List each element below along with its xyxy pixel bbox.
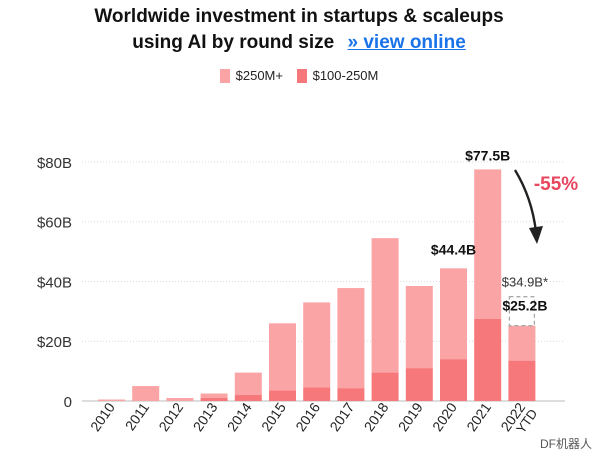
bar-250m-plus: [132, 386, 160, 401]
bar-100-250m: [508, 360, 536, 401]
y-tick-label: $20B: [37, 334, 72, 351]
bar-100-250m: [337, 388, 365, 401]
y-tick-label: $80B: [37, 155, 72, 172]
bar-250m-plus: [200, 393, 228, 399]
legend-swatch-100-250m: [296, 68, 307, 83]
bar-250m-plus: [234, 372, 262, 396]
legend-label-100-250m: $100-250M: [312, 68, 379, 83]
projected-box-2022: [508, 296, 536, 327]
y-tick-label: $60B: [37, 215, 72, 232]
x-tick-label: 2010: [87, 399, 118, 434]
legend-swatch-250m: [219, 68, 230, 83]
x-tick-label: 2020: [429, 399, 460, 434]
decline-arrow-head: [529, 226, 543, 244]
bar-250m-plus: [303, 302, 331, 388]
bar-100-250m: [405, 368, 433, 401]
decline-arrow-shaft: [513, 169, 538, 233]
view-online-link[interactable]: » view online: [347, 32, 466, 53]
x-tick-label: 2015: [258, 399, 289, 434]
x-tick-label: 2018: [361, 399, 392, 434]
bar-100-250m: [474, 318, 502, 401]
x-tick-label: 2017: [326, 399, 357, 434]
legend-item-100-250m: $100-250M: [296, 68, 379, 83]
bar-250m-plus: [98, 399, 125, 401]
legend: $250M+ $100-250M: [0, 68, 598, 86]
bar-250m-plus: [440, 268, 467, 360]
bar-250m-plus: [508, 325, 536, 361]
bar-100-250m: [371, 372, 399, 401]
x-tick-label: 2012: [155, 399, 186, 434]
x-tick-label: 2019: [395, 399, 426, 434]
y-tick-label: $40B: [37, 274, 72, 291]
bar-250m-plus: [405, 285, 433, 369]
data-label-2020: $44.4B: [431, 241, 476, 257]
x-tick-label: 2014: [224, 399, 255, 434]
change-percent-label: -55%: [534, 174, 578, 195]
x-tick-label: 2013: [190, 399, 221, 434]
bar-100-250m: [234, 395, 262, 401]
title-line-2: using AI by round size: [132, 32, 335, 53]
y-tick-label: 0: [64, 394, 72, 411]
bar-100-250m: [303, 387, 331, 401]
legend-item-250m: $250M+: [219, 68, 283, 83]
bar-250m-plus: [337, 288, 365, 389]
bar-100-250m: [269, 390, 296, 401]
bar-100-250m: [440, 359, 467, 401]
title-line-2-wrap: using AI by round size » view online: [0, 30, 598, 56]
bar-250m-plus: [166, 398, 194, 401]
bar-100-250m: [200, 398, 228, 401]
watermark: DF机器人: [540, 437, 592, 451]
x-tick-label: 2011: [122, 399, 152, 433]
x-tick-label: 2021: [463, 399, 494, 434]
data-label-2022: $25.2B: [502, 298, 547, 314]
bar-250m-plus: [474, 169, 502, 319]
chart-title: Worldwide investment in startups & scale…: [0, 4, 598, 56]
data-label-2021: $77.5B: [465, 147, 510, 163]
legend-label-250m: $250M+: [235, 68, 283, 83]
title-line-1: Worldwide investment in startups & scale…: [94, 6, 504, 27]
bar-250m-plus: [269, 323, 296, 391]
projected-label-2022: $34.9B*: [502, 275, 548, 290]
x-tick-label: 2016: [292, 399, 323, 434]
bar-250m-plus: [371, 238, 399, 373]
